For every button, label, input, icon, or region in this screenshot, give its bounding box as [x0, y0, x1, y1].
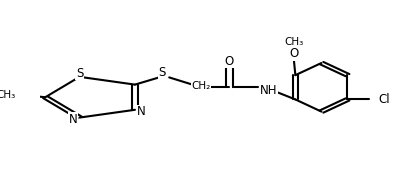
Text: CH₂: CH₂: [191, 81, 211, 91]
Text: CH₃: CH₃: [0, 90, 16, 100]
Text: N: N: [69, 113, 78, 126]
Text: S: S: [76, 67, 83, 80]
Text: N: N: [137, 105, 146, 118]
Text: NH: NH: [260, 84, 277, 97]
Text: Cl: Cl: [379, 93, 390, 106]
Text: O: O: [289, 47, 298, 60]
Text: CH₃: CH₃: [284, 37, 303, 47]
Text: O: O: [225, 55, 234, 68]
Text: S: S: [158, 66, 166, 79]
